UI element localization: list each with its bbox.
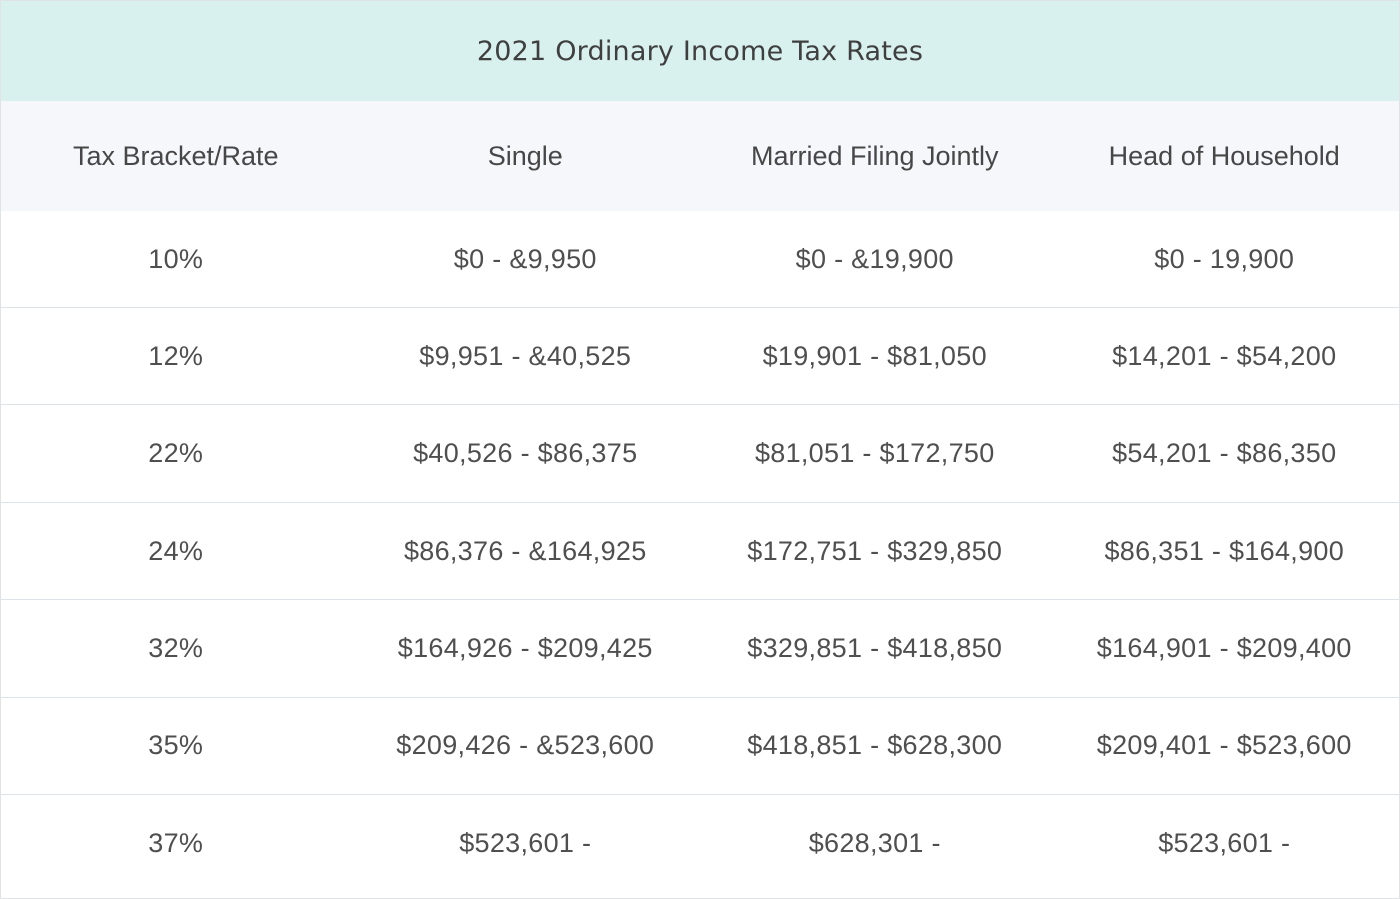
single-cell: $523,601 - [459,827,592,858]
table-title: 2021 Ordinary Income Tax Rates [1,1,1399,101]
header-single: Single [487,140,563,171]
header-married-filing-jointly: Married Filing Jointly [750,140,999,171]
single-cell: $9,951 - &40,525 [419,340,632,371]
rate-cell: 37% [148,827,204,858]
rate-cell: 10% [148,243,204,274]
head-cell: $164,901 - $209,400 [1096,632,1352,663]
table-row: 22% $40,526 - $86,375 $81,051 - $172,750… [1,404,1399,501]
rate-cell: 32% [148,632,204,663]
head-cell: $0 - 19,900 [1154,243,1295,274]
header-tax-bracket: Tax Bracket/Rate [72,140,279,171]
married-cell: $0 - &19,900 [795,243,954,274]
single-cell: $86,376 - &164,925 [403,535,647,566]
head-cell: $523,601 - [1158,827,1291,858]
head-cell: $209,401 - $523,600 [1096,730,1352,761]
table-row: 12% $9,951 - &40,525 $19,901 - $81,050 $… [1,307,1399,404]
married-cell: $172,751 - $329,850 [747,535,1003,566]
single-cell: $209,426 - &523,600 [396,730,655,761]
head-cell: $54,201 - $86,350 [1112,438,1337,469]
single-cell: $40,526 - $86,375 [413,438,638,469]
header-head-of-household: Head of Household [1108,140,1340,171]
single-cell: $0 - &9,950 [453,243,597,274]
table-row: 24% $86,376 - &164,925 $172,751 - $329,8… [1,501,1399,599]
single-cell: $164,926 - $209,425 [397,632,653,663]
married-cell: $19,901 - $81,050 [762,340,987,371]
table-row: 37% $523,601 - $628,301 - $523,601 - [1,794,1399,891]
married-cell: $628,301 - [808,827,941,858]
table-row: 10% $0 - &9,950 $0 - &19,900 $0 - 19,900 [1,211,1399,307]
rate-cell: 22% [148,438,204,469]
rate-cell: 24% [148,535,204,566]
rate-cell: 35% [148,730,204,761]
head-cell: $14,201 - $54,200 [1112,340,1337,371]
head-cell: $86,351 - $164,900 [1104,535,1345,566]
married-cell: $329,851 - $418,850 [747,632,1003,663]
married-cell: $81,051 - $172,750 [754,438,995,469]
table-row: 32% $164,926 - $209,425 $329,851 - $418,… [1,599,1399,696]
table-row: 35% $209,426 - &523,600 $418,851 - $628,… [1,696,1399,794]
table-header-row: Tax Bracket/Rate Single Married Filing J… [1,101,1399,211]
married-cell: $418,851 - $628,300 [747,730,1003,761]
rate-cell: 12% [148,340,204,371]
